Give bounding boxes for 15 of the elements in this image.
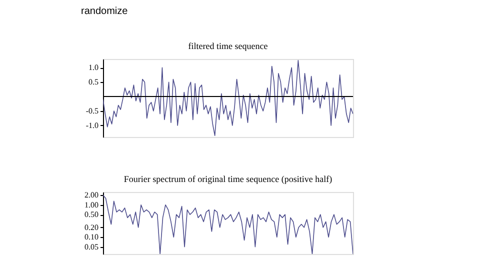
y-tick-label: 1.00 bbox=[84, 200, 98, 210]
y-tick-label: 0.05 bbox=[84, 242, 98, 252]
y-tick-label: 0.20 bbox=[84, 222, 98, 232]
y-tick-label: -0.5 bbox=[86, 106, 98, 116]
y-tick-label: 2.00 bbox=[84, 190, 98, 200]
y-tick-label: 0.10 bbox=[84, 232, 98, 242]
y-tick-label: 1.0 bbox=[88, 63, 98, 72]
y-tick-label: 0.5 bbox=[88, 78, 98, 87]
y-tick-label: -1.0 bbox=[86, 120, 98, 130]
text: randomize bbox=[81, 6, 128, 17]
line-series bbox=[103, 60, 353, 136]
chart-title: filtered time sequence bbox=[188, 41, 268, 51]
chart-title: Fourier spectrum of original time sequence (positive half) bbox=[124, 174, 332, 184]
y-tick-label: 0.50 bbox=[84, 210, 98, 220]
line-series bbox=[103, 194, 353, 254]
